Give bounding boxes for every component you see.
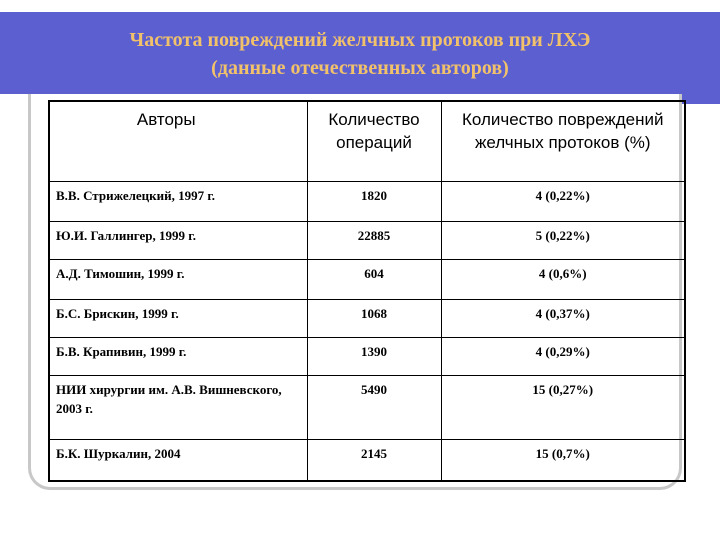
slide-title: Частота повреждений желчных протоков при… [60, 26, 660, 82]
injuries-cell: 15 (0,27%) [440, 374, 686, 440]
injuries-cell: 5 (0,22%) [440, 220, 686, 260]
injuries-cell: 4 (0,29%) [440, 336, 686, 376]
table-header-row: Авторы Количество операций Количество по… [48, 100, 686, 182]
header-operations: Количество операций [306, 100, 442, 182]
title-line-2: (данные отечественных авторов) [211, 57, 509, 79]
operations-cell: 1820 [306, 180, 442, 222]
title-line-1: Частота повреждений желчных протоков при… [129, 29, 591, 51]
operations-cell: 604 [306, 258, 442, 300]
injuries-cell: 4 (0,37%) [440, 298, 686, 338]
injuries-cell: 4 (0,22%) [440, 180, 686, 222]
data-table: Авторы Количество операций Количество по… [48, 100, 686, 482]
author-cell: В.В. Стрижелецкий, 1997 г. [48, 180, 308, 222]
header-tab [682, 12, 720, 104]
header-authors: Авторы [48, 100, 308, 182]
table-row: Б.С. Брискин, 1999 г. 1068 4 (0,37%) [48, 298, 686, 338]
author-cell: Б.В. Крапивин, 1999 г. [48, 336, 308, 376]
operations-cell: 5490 [306, 374, 442, 440]
operations-cell: 1068 [306, 298, 442, 338]
table-row: Ю.И. Галлингер, 1999 г. 22885 5 (0,22%) [48, 220, 686, 260]
table-row: Б.В. Крапивин, 1999 г. 1390 4 (0,29%) [48, 336, 686, 376]
table-row: Б.К. Шуркалин, 2004 2145 15 (0,7%) [48, 438, 686, 482]
operations-cell: 2145 [306, 438, 442, 482]
author-cell: НИИ хирургии им. А.В. Вишневского, 2003 … [48, 374, 308, 440]
author-cell: Б.С. Брискин, 1999 г. [48, 298, 308, 338]
author-cell: Ю.И. Галлингер, 1999 г. [48, 220, 308, 260]
table-row: НИИ хирургии им. А.В. Вишневского, 2003 … [48, 374, 686, 440]
injuries-cell: 15 (0,7%) [440, 438, 686, 482]
operations-cell: 1390 [306, 336, 442, 376]
injuries-cell: 4 (0,6%) [440, 258, 686, 300]
table-row: А.Д. Тимошин, 1999 г. 604 4 (0,6%) [48, 258, 686, 300]
author-cell: Б.К. Шуркалин, 2004 [48, 438, 308, 482]
author-cell: А.Д. Тимошин, 1999 г. [48, 258, 308, 300]
header-injuries: Количество повреждений желчных протоков … [440, 100, 686, 182]
operations-cell: 22885 [306, 220, 442, 260]
header-bar [0, 12, 720, 104]
table-row: В.В. Стрижелецкий, 1997 г. 1820 4 (0,22%… [48, 180, 686, 222]
